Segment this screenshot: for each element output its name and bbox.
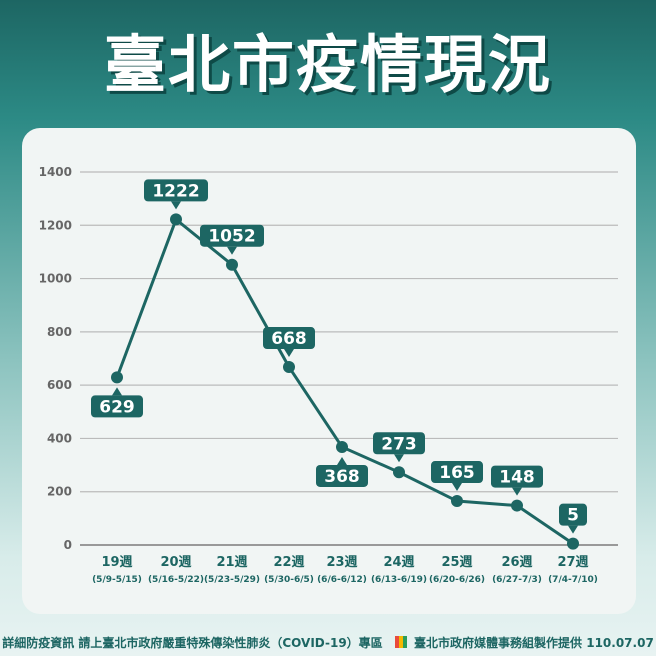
data-label-pointer bbox=[171, 201, 181, 210]
x-tick-label: 25週 bbox=[441, 555, 472, 570]
data-label: 668 bbox=[271, 329, 307, 349]
series-line bbox=[115, 216, 574, 545]
y-tick-label: 1400 bbox=[39, 165, 72, 179]
x-tick-sublabel: (6/27-7/3) bbox=[492, 575, 542, 585]
data-label-box bbox=[491, 465, 543, 488]
x-tick-sublabel: (6/20-6/26) bbox=[429, 575, 485, 585]
data-label-box bbox=[200, 224, 264, 247]
data-label-pointer bbox=[568, 525, 578, 534]
data-label: 273 bbox=[381, 434, 417, 454]
data-point bbox=[226, 258, 238, 271]
data-point bbox=[283, 361, 295, 374]
data-label: 148 bbox=[499, 468, 535, 488]
chart-card bbox=[22, 128, 636, 614]
data-point bbox=[567, 537, 579, 550]
data-label-box bbox=[263, 327, 315, 350]
y-tick-label: 0 bbox=[64, 538, 72, 552]
data-label-pointer bbox=[227, 246, 237, 255]
data-label-pointer bbox=[337, 456, 347, 465]
y-tick-label: 800 bbox=[47, 325, 72, 339]
data-label: 629 bbox=[99, 397, 135, 417]
data-label-pointer bbox=[394, 454, 404, 463]
data-label: 1052 bbox=[208, 227, 255, 247]
data-label-box bbox=[91, 395, 143, 418]
x-tick-sublabel: (5/9-5/15) bbox=[92, 575, 142, 585]
footer-credit: 臺北市政府媒體事務組製作提供 110.07.07 bbox=[414, 636, 654, 650]
data-label: 1222 bbox=[152, 181, 199, 201]
x-tick-sublabel: (5/23-5/29) bbox=[204, 575, 260, 585]
x-tick-label: 26週 bbox=[501, 555, 532, 570]
x-tick-label: 23週 bbox=[326, 555, 357, 570]
x-tick-label: 21週 bbox=[216, 555, 247, 570]
data-point bbox=[451, 495, 463, 508]
data-label-pointer bbox=[284, 349, 294, 358]
page-title: 臺北市疫情現況 bbox=[103, 28, 552, 101]
data-label-box bbox=[144, 179, 208, 202]
footer: 詳細防疫資訊 請上臺北市政府嚴重特殊傳染性肺炎（COVID-19）專區 臺北市政… bbox=[0, 634, 656, 651]
x-tick-label: 22週 bbox=[273, 555, 304, 570]
data-label: 165 bbox=[439, 463, 475, 483]
data-label-pointer bbox=[112, 387, 122, 396]
data-point bbox=[336, 440, 348, 453]
x-tick-label: 19週 bbox=[101, 555, 132, 570]
data-point bbox=[170, 213, 182, 226]
data-label-box bbox=[559, 503, 587, 526]
data-label: 368 bbox=[324, 467, 360, 487]
taipei-logo-icon bbox=[394, 636, 407, 648]
x-tick-sublabel: (5/30-6/5) bbox=[264, 575, 314, 585]
footer-info: 詳細防疫資訊 請上臺北市政府嚴重特殊傳染性肺炎（COVID-19）專區 bbox=[2, 636, 383, 650]
x-tick-label: 20週 bbox=[160, 555, 191, 570]
data-label-box bbox=[316, 464, 368, 487]
x-tick-sublabel: (6/6-6/12) bbox=[317, 575, 367, 585]
x-tick-label: 24週 bbox=[383, 555, 414, 570]
data-label-pointer bbox=[512, 487, 522, 496]
data-label-pointer bbox=[452, 483, 462, 492]
x-tick-sublabel: (6/13-6/19) bbox=[371, 575, 427, 585]
x-tick-label: 27週 bbox=[557, 555, 588, 570]
x-tick-sublabel: (7/4-7/10) bbox=[548, 575, 598, 585]
y-tick-label: 200 bbox=[47, 485, 72, 499]
data-label: 5 bbox=[567, 506, 579, 526]
y-tick-label: 600 bbox=[47, 378, 72, 392]
data-point bbox=[111, 371, 123, 384]
data-point bbox=[511, 499, 523, 512]
y-tick-label: 1200 bbox=[39, 218, 72, 232]
data-point bbox=[393, 466, 405, 479]
y-tick-label: 1000 bbox=[39, 272, 72, 286]
y-tick-label: 400 bbox=[47, 431, 72, 445]
data-label-box bbox=[431, 461, 483, 484]
data-label-box bbox=[373, 432, 425, 455]
x-tick-sublabel: (5/16-5/22) bbox=[148, 575, 204, 585]
